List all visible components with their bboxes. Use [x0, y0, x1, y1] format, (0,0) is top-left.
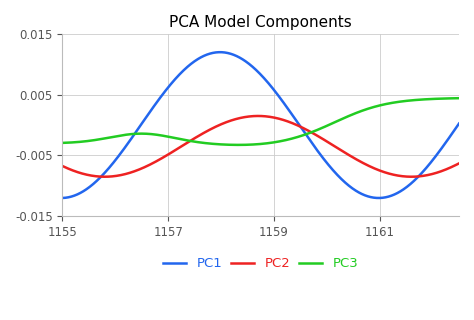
- PC3: [456, 96, 462, 100]
- PC3: [401, 99, 407, 103]
- Line: PC3: PC3: [63, 98, 459, 145]
- PC1: [361, 193, 366, 197]
- PC2: [301, 126, 307, 130]
- PC2: [84, 173, 90, 177]
- Title: PCA Model Components: PCA Model Components: [169, 15, 352, 30]
- PC3: [361, 108, 366, 112]
- PC2: [60, 164, 65, 168]
- PC1: [84, 187, 90, 191]
- PC1: [291, 114, 296, 118]
- PC1: [402, 187, 408, 190]
- Line: PC1: PC1: [63, 52, 459, 198]
- Legend: PC1, PC2, PC3: PC1, PC2, PC3: [157, 252, 364, 276]
- PC3: [60, 141, 65, 145]
- PC1: [301, 129, 307, 133]
- PC3: [84, 139, 90, 143]
- PC3: [301, 133, 307, 137]
- PC2: [291, 122, 296, 125]
- PC2: [401, 174, 407, 178]
- PC1: [60, 196, 65, 200]
- PC3: [236, 143, 241, 147]
- PC3: [291, 136, 296, 140]
- PC1: [456, 122, 462, 125]
- PC2: [409, 175, 414, 179]
- PC2: [361, 161, 366, 165]
- Line: PC2: PC2: [63, 116, 459, 177]
- PC3: [313, 129, 319, 132]
- PC1: [313, 146, 319, 150]
- PC1: [376, 196, 382, 200]
- PC2: [313, 133, 319, 137]
- PC2: [456, 162, 462, 165]
- PC1: [217, 50, 223, 54]
- PC2: [255, 114, 261, 118]
